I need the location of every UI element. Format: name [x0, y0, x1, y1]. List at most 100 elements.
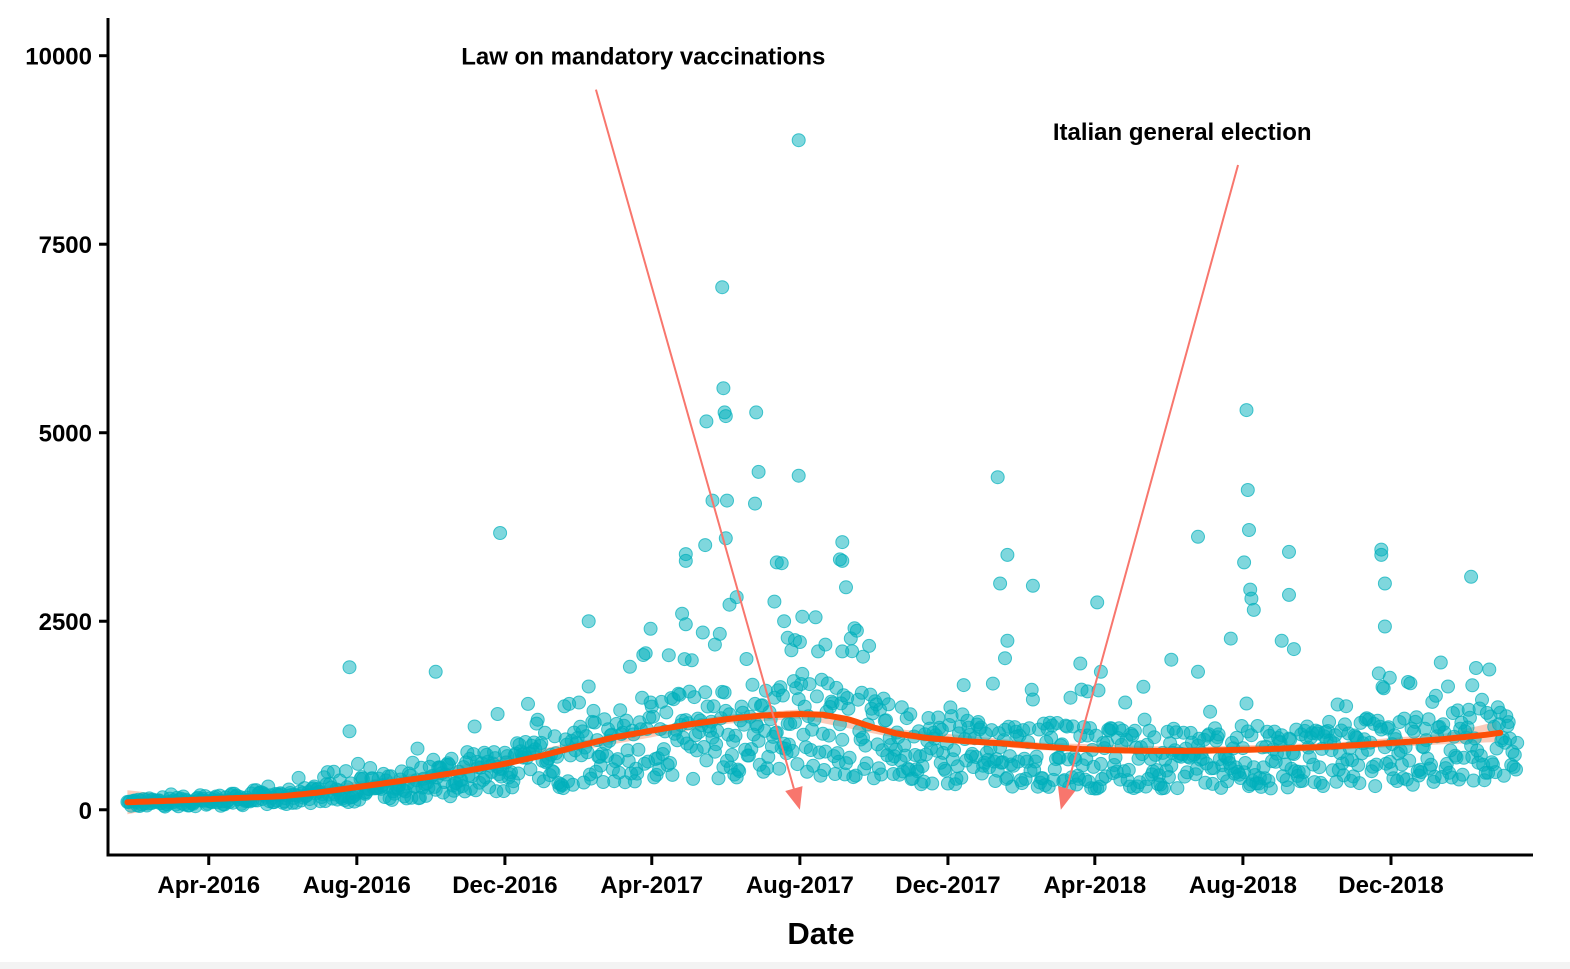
- scatter-point: [862, 638, 877, 653]
- scatter-point: [1462, 710, 1477, 725]
- scatter-point: [835, 553, 850, 568]
- scatter-point: [795, 666, 810, 681]
- scatter-point: [1274, 633, 1289, 648]
- scatter-point: [1263, 781, 1278, 796]
- scatter-point: [715, 280, 730, 295]
- scatter-point: [724, 747, 739, 762]
- scatter-point: [718, 409, 733, 424]
- scatter-point: [881, 697, 896, 712]
- scatter-point: [1170, 781, 1185, 796]
- scatter-point: [835, 535, 850, 550]
- scatter-point: [842, 750, 857, 765]
- scatter-point: [1229, 730, 1244, 745]
- scatter-point: [572, 695, 586, 710]
- scatter-point: [802, 677, 817, 692]
- scatter-point: [1510, 735, 1525, 750]
- trend-line: [124, 711, 1504, 806]
- scatter-point: [751, 733, 766, 748]
- scatter-point: [795, 609, 810, 624]
- scatter-point: [1316, 779, 1330, 793]
- scatter-point: [993, 576, 1008, 591]
- annotation-arrow-line: [594, 89, 795, 789]
- scatter-point: [1351, 758, 1366, 773]
- scatter-point: [998, 651, 1012, 666]
- scatter-point: [686, 771, 701, 786]
- scatter-point: [1421, 712, 1436, 727]
- scatter-point: [709, 737, 724, 752]
- scatter-point: [1441, 679, 1455, 694]
- scatter-point: [772, 761, 787, 776]
- scatter-point: [706, 699, 721, 714]
- scatter-point: [698, 685, 713, 700]
- scatter-point: [1025, 692, 1040, 707]
- bottom-strip: [0, 962, 1570, 969]
- scatter-point: [1136, 679, 1151, 694]
- scatter-point: [511, 766, 526, 781]
- scatter-point: [790, 757, 805, 772]
- scatter-point: [1482, 662, 1497, 677]
- scatter-point: [925, 776, 940, 791]
- scatter-point: [1282, 544, 1296, 559]
- x-tick-label: Aug-2016: [303, 872, 411, 899]
- annotation-labels: Law on mandatory vaccinations Italian gen…: [461, 44, 1311, 146]
- scatter-point: [1402, 753, 1417, 768]
- scatter-point: [748, 496, 762, 511]
- scatter-point: [990, 470, 1005, 485]
- scatter-point: [903, 707, 918, 722]
- scatter-point: [1376, 681, 1391, 696]
- scatter-point: [938, 763, 953, 778]
- scatter-point: [493, 526, 508, 540]
- scatter-point: [428, 664, 443, 679]
- scatter-point: [722, 597, 737, 612]
- scatter-point: [630, 766, 645, 781]
- scatter-point: [1374, 547, 1389, 562]
- x-tick-label: Apr-2016: [157, 872, 260, 899]
- scatter-point: [728, 728, 743, 743]
- scatter-point: [1127, 723, 1142, 738]
- scatter-point: [767, 594, 782, 609]
- scatter-point: [530, 712, 545, 727]
- scatter-point: [1063, 690, 1078, 705]
- scatter-point: [1296, 765, 1311, 780]
- scatter-point: [646, 709, 660, 724]
- scatter-point: [342, 660, 357, 675]
- scatter-point: [1211, 727, 1226, 742]
- annotation-label: Law on mandatory vaccinations: [461, 44, 825, 71]
- scatter-point: [839, 580, 853, 595]
- scatter-point: [720, 493, 734, 508]
- scatter-point: [1025, 578, 1040, 593]
- scatter-point: [665, 767, 680, 782]
- scatter-point: [717, 685, 732, 700]
- scatter-point: [342, 724, 357, 739]
- scatter-point: [467, 719, 482, 734]
- x-ticks: Apr-2016 Aug-2016 Dec-2016 Apr-2017 Aug-2017…: [157, 855, 1444, 899]
- scatter-point: [659, 705, 674, 720]
- y-ticks: 0 2500 5000 7500 10000: [25, 44, 108, 825]
- x-tick-label: Aug-2018: [1189, 872, 1297, 899]
- scatter-point: [788, 633, 802, 648]
- scatter-point: [822, 728, 836, 743]
- scatter-point: [1280, 780, 1295, 795]
- scatter-point: [1496, 768, 1511, 783]
- scatter-point: [785, 744, 800, 758]
- y-tick-label: 7500: [39, 232, 92, 259]
- scatter-point: [1377, 619, 1392, 634]
- scatter-point: [661, 648, 676, 663]
- scatter-point: [1240, 483, 1255, 497]
- scatter-point: [1223, 631, 1238, 646]
- scatter-point: [1507, 747, 1522, 762]
- scatter-point: [707, 637, 722, 652]
- scatter-point: [858, 738, 873, 753]
- scatter-point: [695, 625, 710, 640]
- annotation-arrow-head: [1057, 786, 1076, 810]
- scatter-points: [120, 133, 1525, 814]
- annotation-arrow-head: [785, 786, 803, 810]
- scatter-point: [1428, 688, 1443, 703]
- scatter-point: [745, 677, 760, 692]
- scatter-point: [698, 538, 713, 553]
- scatter-point: [699, 414, 714, 429]
- scatter-point: [1029, 749, 1044, 764]
- scatter-point: [874, 767, 889, 782]
- scatter-point: [523, 762, 538, 777]
